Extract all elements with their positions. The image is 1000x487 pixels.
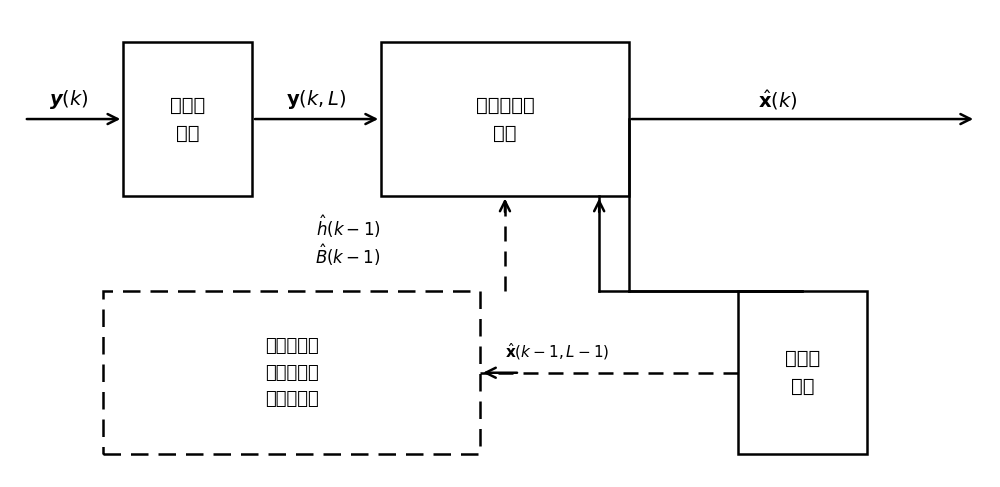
Text: $\hat{\mathbf{x}}(k)$: $\hat{\mathbf{x}}(k)$ (758, 88, 797, 112)
Bar (381, 42, 629, 196)
Text: $\hat{\mathbf{x}}(k-1,L-1)$: $\hat{\mathbf{x}}(k-1,L-1)$ (505, 341, 609, 362)
Bar (738, 291, 867, 454)
Text: $\mathbf{y}(k,L)$: $\mathbf{y}(k,L)$ (286, 89, 347, 112)
Text: $\hat{B}(k-1)$: $\hat{B}(k-1)$ (315, 243, 381, 268)
Text: 广义似然比
检测: 广义似然比 检测 (476, 95, 534, 143)
Text: $\boldsymbol{y}(k)$: $\boldsymbol{y}(k)$ (49, 89, 88, 112)
Text: 选择性
储存: 选择性 储存 (170, 95, 205, 143)
Bar (123, 42, 252, 196)
Bar (103, 291, 480, 454)
Text: $\hat{h}(k-1)$: $\hat{h}(k-1)$ (316, 213, 381, 240)
Text: 选择性
储存: 选择性 储存 (785, 349, 820, 396)
Text: 广义似然比
信道估计、
环境光估计: 广义似然比 信道估计、 环境光估计 (265, 337, 319, 408)
